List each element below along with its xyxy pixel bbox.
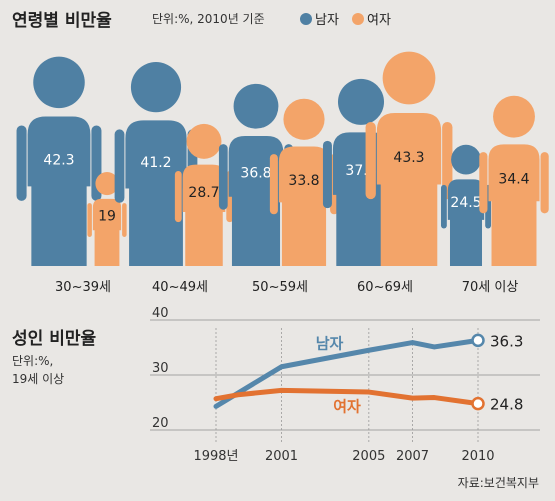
legend-male-swatch	[300, 12, 312, 25]
category-label-5: 70세 이상	[462, 280, 519, 295]
x-tick-label-1998: 1998년	[193, 449, 238, 464]
male-figure-1-value: 42.3	[43, 152, 74, 168]
source-note: 자료:보건복지부	[457, 476, 539, 490]
legend-male-label: 남자	[315, 13, 339, 28]
x-tick-label-2001: 2001	[265, 449, 298, 464]
series-end-value-female: 24.8	[490, 396, 523, 414]
female-figure-1: 19	[87, 171, 127, 266]
y-tick-label-40: 40	[152, 306, 169, 321]
series-endpoint-male	[471, 333, 485, 348]
series-endpoint-female	[471, 396, 485, 411]
series-line-female	[213, 387, 481, 407]
female-figure-4: 43.3	[365, 51, 453, 266]
pictogram-unit: 단위:%, 2010년 기준	[152, 12, 265, 26]
series-name-male: 남자	[316, 335, 344, 353]
female-figure-4-value: 43.3	[393, 150, 424, 166]
x-tick-label-2007: 2007	[396, 449, 429, 464]
female-figure-5-value: 34.4	[498, 171, 529, 187]
male-figure-1: 42.3	[16, 56, 102, 266]
pictogram-title: 연령별 비만율	[12, 11, 112, 31]
y-tick-label-20: 20	[152, 416, 169, 431]
male-figure-5: 24.5	[440, 144, 492, 266]
female-figure-1-value: 19	[98, 208, 116, 224]
category-label-2: 40~49세	[152, 280, 208, 295]
series-line-male	[213, 337, 481, 409]
line-chart-unit-line1: 단위:%,	[12, 354, 54, 368]
line-chart-unit-line2: 19세 이상	[12, 372, 65, 386]
male-figure-2-value: 41.2	[140, 155, 171, 171]
y-tick-label-30: 30	[152, 361, 169, 376]
male-figure-5-value: 24.5	[450, 195, 481, 211]
female-figure-2: 28.7	[174, 123, 234, 266]
category-label-3: 50~59세	[252, 280, 308, 295]
series-end-value-male: 36.3	[490, 332, 523, 350]
x-tick-label-2010: 2010	[461, 449, 494, 464]
legend-female: 여자	[352, 9, 391, 28]
legend-female-label: 여자	[367, 13, 391, 28]
female-figure-5: 34.4	[479, 95, 549, 266]
x-tick-label-2005: 2005	[352, 449, 385, 464]
category-label-4: 60~69세	[357, 280, 413, 295]
female-figure-3-value: 33.8	[288, 173, 319, 189]
category-label-1: 30~39세	[55, 280, 111, 295]
series-name-female: 여자	[333, 397, 361, 415]
line-chart-unit: 단위:%, 19세 이상	[12, 352, 64, 388]
legend-female-swatch	[352, 12, 364, 25]
legend-male: 남자	[300, 9, 339, 28]
male-figure-3-value: 36.8	[240, 166, 271, 182]
female-figure-2-value: 28.7	[188, 185, 219, 201]
line-chart-title: 성인 비만율	[12, 329, 97, 349]
male-figure-3: 36.8	[218, 83, 294, 266]
